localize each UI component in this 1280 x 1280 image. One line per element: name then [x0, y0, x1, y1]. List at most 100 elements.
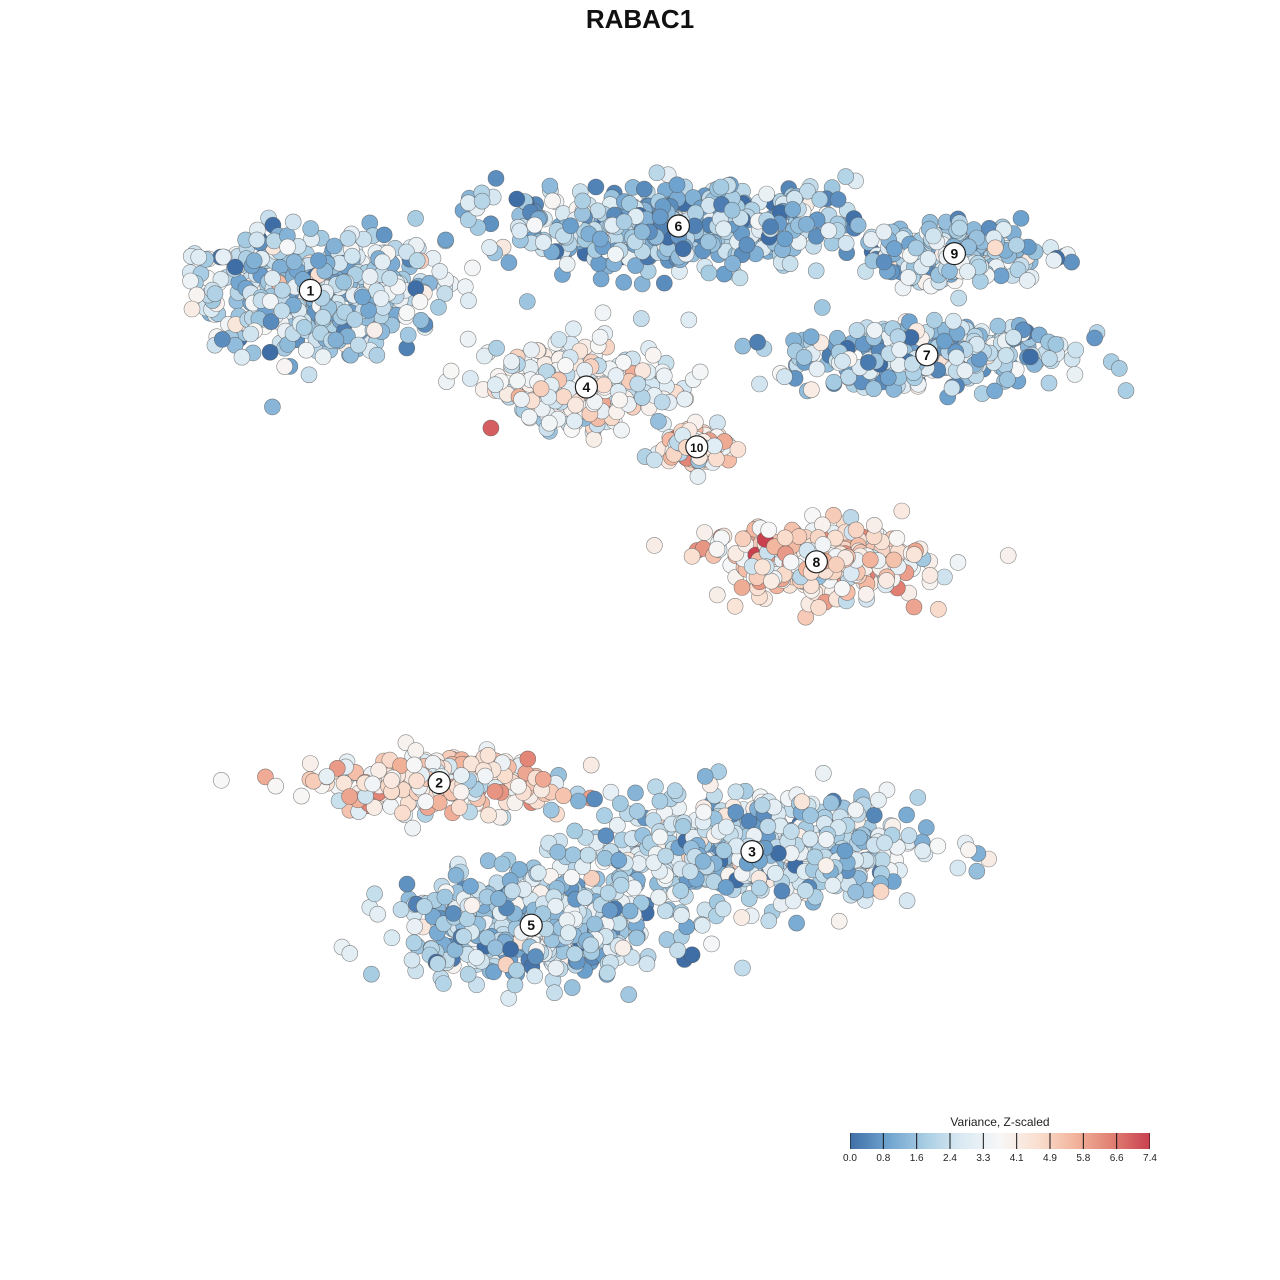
data-point [529, 864, 547, 882]
data-point [749, 333, 766, 351]
data-point [646, 537, 663, 554]
data-point [729, 441, 747, 458]
data-point [506, 976, 524, 994]
data-point [936, 332, 953, 350]
data-point [655, 274, 673, 292]
data-point [456, 278, 474, 296]
data-point [350, 336, 367, 354]
data-point [479, 852, 497, 870]
data-point [936, 568, 953, 586]
data-point [607, 246, 624, 263]
data-point [717, 818, 735, 836]
data-point [712, 178, 730, 196]
data-point [481, 239, 498, 256]
data-point [951, 219, 968, 237]
data-point [700, 233, 717, 251]
data-point [700, 264, 718, 282]
data-point [905, 598, 923, 616]
legend-tick-label: 0.0 [843, 1153, 857, 1164]
data-point [802, 807, 819, 824]
data-point [653, 393, 671, 411]
data-point [651, 208, 669, 226]
data-point [784, 201, 801, 218]
data-point [417, 793, 435, 811]
data-point [815, 764, 832, 782]
legend-tick-label: 3.3 [976, 1153, 991, 1164]
data-point [405, 934, 423, 952]
data-point [899, 269, 917, 286]
data-point [592, 270, 610, 288]
data-point [503, 882, 521, 900]
data-point [341, 788, 358, 805]
data-point [615, 354, 632, 371]
data-point [799, 182, 816, 200]
data-point [907, 239, 925, 257]
data-point [865, 806, 883, 824]
data-point [708, 540, 726, 558]
data-point [550, 331, 568, 348]
legend-tick-label: 6.6 [1109, 1153, 1124, 1164]
data-point [1009, 261, 1027, 279]
data-point [415, 898, 433, 915]
cluster-label-4: 4 [574, 375, 599, 399]
svg-text:5: 5 [527, 917, 535, 933]
data-point [1063, 253, 1080, 271]
data-point [813, 299, 831, 316]
data-point [959, 263, 976, 280]
data-point [567, 396, 584, 414]
svg-text:2: 2 [435, 775, 443, 791]
data-point [1117, 382, 1135, 399]
data-point [214, 331, 231, 348]
data-point [1019, 272, 1036, 289]
data-point [836, 842, 854, 860]
data-point [544, 192, 561, 210]
data-point [683, 946, 701, 964]
data-point [462, 877, 479, 895]
data-point [563, 979, 581, 996]
data-point [627, 784, 644, 802]
data-point [602, 783, 620, 801]
data-point [476, 347, 493, 365]
data-point [681, 863, 699, 880]
data-point [696, 768, 714, 785]
data-point [751, 375, 768, 393]
data-point [949, 554, 967, 571]
data-point [803, 381, 820, 399]
data-point [463, 897, 481, 914]
cluster-label-2: 2 [427, 770, 451, 795]
data-point [849, 216, 867, 234]
data-point [767, 864, 784, 882]
data-point [865, 380, 883, 398]
data-point [706, 437, 723, 455]
cluster-label-8: 8 [804, 550, 829, 574]
data-point [621, 902, 639, 920]
data-point [1067, 341, 1084, 359]
data-point [596, 807, 613, 824]
data-point [542, 801, 560, 819]
data-point [806, 848, 824, 866]
data-point [591, 328, 609, 346]
data-point [694, 852, 712, 870]
data-point [723, 201, 741, 219]
legend-tick-labels: 0.0 0.8 1.6 2.4 3.3 4.1 4.9 5.8 6.6 7.4 [843, 1150, 1157, 1166]
data-point [715, 842, 733, 859]
data-point [628, 802, 646, 820]
data-point [464, 259, 481, 277]
data-point [1040, 374, 1058, 392]
data-point [479, 746, 497, 764]
data-point [429, 955, 447, 973]
data-point [459, 965, 477, 983]
data-point [898, 806, 915, 824]
data-point [267, 777, 285, 795]
data-point [650, 888, 668, 906]
data-point [989, 317, 1007, 335]
data-point [375, 226, 393, 244]
data-point [693, 916, 711, 934]
data-point [837, 168, 855, 185]
data-point [546, 984, 563, 1002]
cluster-labels: 1 2 3 4 5 6 7 8 9 10 [298, 214, 967, 937]
data-point [793, 793, 811, 811]
data-point [532, 380, 550, 398]
data-point [650, 412, 667, 430]
